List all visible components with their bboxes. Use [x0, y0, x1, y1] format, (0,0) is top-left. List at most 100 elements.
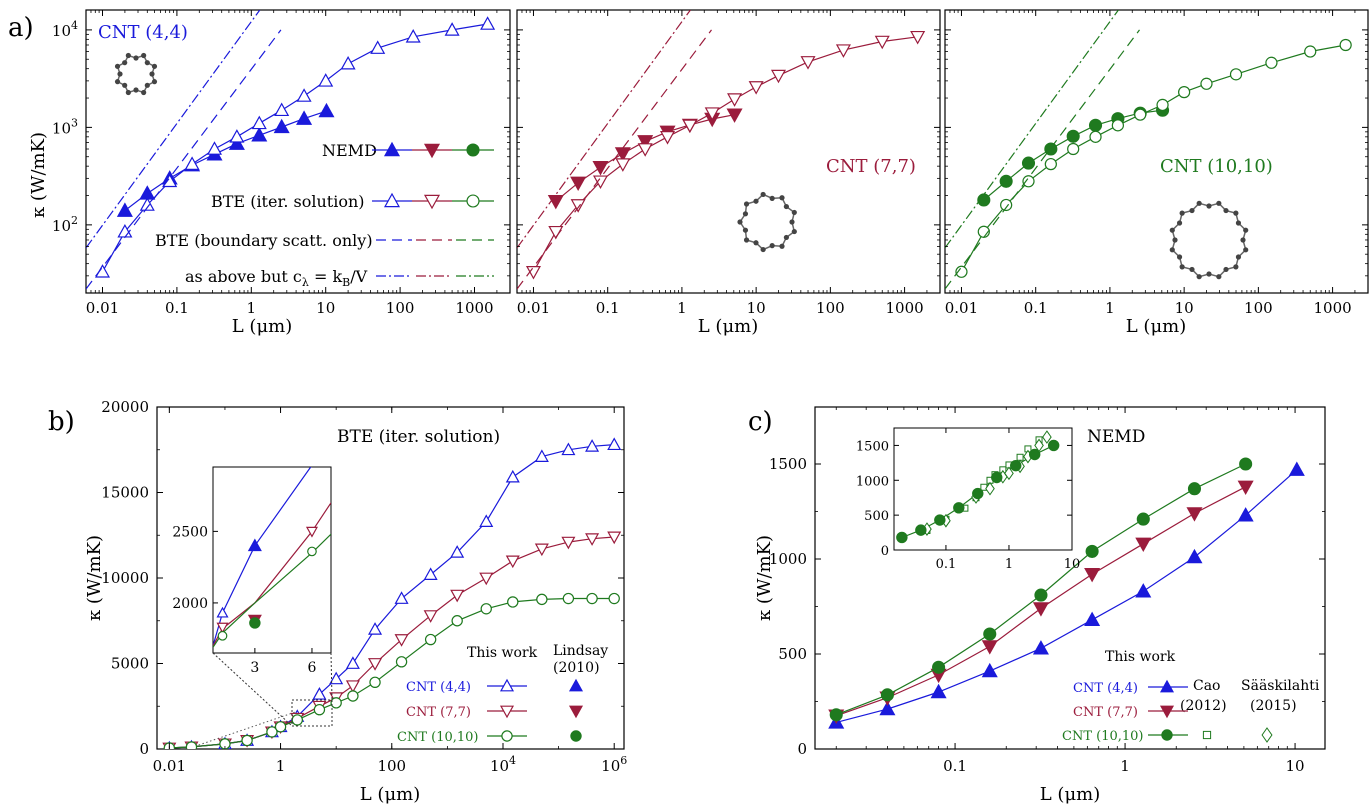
c-series-line [836, 469, 1298, 723]
c-inset-x-ticklabel: 0.1 [936, 557, 957, 572]
panel-a1-xlabel: L (μm) [232, 316, 293, 337]
b-marker [450, 545, 465, 558]
c-marker [1186, 548, 1203, 564]
b-marker [536, 593, 548, 606]
panel-c-legend-cnt44: CNT (4,4) [1073, 681, 1138, 696]
molecule-atom [1176, 220, 1183, 226]
c-y-ticklabel: 0 [797, 740, 807, 758]
c-x-ticklabel: 10 [1286, 757, 1305, 775]
a3-marker [1021, 156, 1036, 170]
b-marker [347, 690, 359, 702]
b-inset-lindsay-marker [249, 617, 261, 629]
b-marker [561, 536, 576, 550]
c-marker [1135, 537, 1152, 553]
c-inset-y-ticklabel: 500 [864, 509, 889, 524]
a3-x-ticklabel: 1000 [1313, 299, 1351, 317]
b-x-ticklabel: 104 [490, 754, 516, 775]
a3-marker [1229, 68, 1243, 81]
a1-marker [480, 16, 496, 30]
c-inset-marker [934, 514, 946, 526]
b-y-ticklabel: 10000 [101, 569, 149, 587]
panel-c-xlabel: L (μm) [1040, 784, 1101, 805]
b-legend-marker [501, 730, 513, 742]
a1-series-line [124, 110, 327, 212]
panel-c-ref-saas-line1: Sääskilahti [1241, 678, 1320, 694]
molecule-atom [1169, 247, 1175, 253]
molecule-atom [783, 234, 789, 241]
a2-marker [615, 158, 631, 172]
molecule-atom [114, 79, 121, 85]
b-legend-lindsay-marker [568, 678, 584, 692]
b-inset-plot-area [213, 467, 331, 648]
b-marker [394, 634, 409, 647]
a2-marker [874, 35, 890, 50]
b-marker [585, 533, 600, 546]
molecule-atom [125, 89, 131, 96]
molecule-atom [122, 60, 128, 66]
a3-marker [1067, 142, 1080, 156]
c-legend-marker [1161, 729, 1173, 741]
c-marker [1239, 457, 1253, 471]
a2-marker [748, 81, 764, 95]
panel-label-b: b) [48, 407, 75, 437]
c-legend-marker [1159, 705, 1175, 719]
molecule-atom [1216, 274, 1222, 280]
legend-nemd-marker [466, 143, 480, 157]
c-inset-x-ticklabel: 10 [1064, 557, 1081, 572]
a1-x-ticklabel: 1 [247, 299, 257, 317]
panel-a2-frame [516, 9, 941, 294]
c-inset-saas-marker [1004, 466, 1014, 481]
molecule-atom [144, 60, 150, 66]
molecule-atom [141, 89, 147, 96]
molecule-atom [125, 52, 131, 59]
molecule-atom [769, 195, 775, 201]
molecule-atom [1243, 247, 1249, 253]
a2-marker [910, 30, 926, 45]
c-legend-saas-marker [1261, 727, 1273, 743]
a1-marker [444, 22, 460, 36]
molecule-atom [753, 240, 759, 246]
b-inset-y-ticklabel: 2500 [172, 524, 208, 540]
molecule-atom [1179, 210, 1185, 216]
c-marker [1288, 461, 1305, 476]
a2-marker [525, 265, 541, 280]
panel-b-xlabel: L (μm) [360, 784, 421, 805]
a1-x-ticklabel: 1000 [455, 299, 493, 317]
c-plot-area [828, 457, 1305, 729]
molecule-atom [791, 228, 797, 235]
molecule-atom [743, 201, 750, 207]
a1-marker [206, 141, 223, 155]
a1-x-ticklabel: 0.1 [165, 299, 189, 317]
molecule-atom [737, 219, 743, 225]
legend-cl-label: as above but cλ = kB/V [185, 267, 368, 289]
a3-marker [977, 193, 991, 207]
a2-plot-area [517, 10, 926, 290]
c-marker [1186, 507, 1203, 522]
c-marker [1032, 640, 1049, 655]
molecule-atom [1176, 254, 1183, 260]
molecule-atom [1169, 227, 1175, 233]
c-inset-marker [915, 524, 927, 536]
b-marker [585, 439, 600, 452]
panel-a2: 0.01 0.1 1 10 100 1000 CNT (7,7) L (μm) [516, 9, 941, 337]
molecule-atom [760, 246, 766, 253]
molecule-atom [144, 82, 150, 88]
panel-c-ref-cao-line1: Cao [1193, 678, 1221, 694]
panel-a3-title: CNT (10,10) [1160, 156, 1273, 177]
molecule-atom [1235, 254, 1242, 260]
b-marker [479, 572, 494, 586]
a1-marker [251, 115, 267, 130]
a3-marker [999, 174, 1013, 188]
molecule-atom [779, 195, 785, 201]
b-inset-x-ticklabel: 3 [250, 660, 259, 676]
a3-x-ticklabel: 0.1 [1024, 299, 1048, 317]
a1-marker [229, 129, 245, 143]
panel-b-legend-ref-line1: Lindsay [553, 643, 608, 659]
c-marker [880, 688, 894, 702]
panel-a2-title: CNT (7,7) [826, 156, 916, 177]
panel-a1: CNT (4,4) 0.01 0.1 1 10 100 1000 102 103 104 NEM… [28, 9, 511, 337]
b-marker [424, 633, 437, 646]
b-marker [507, 596, 519, 608]
